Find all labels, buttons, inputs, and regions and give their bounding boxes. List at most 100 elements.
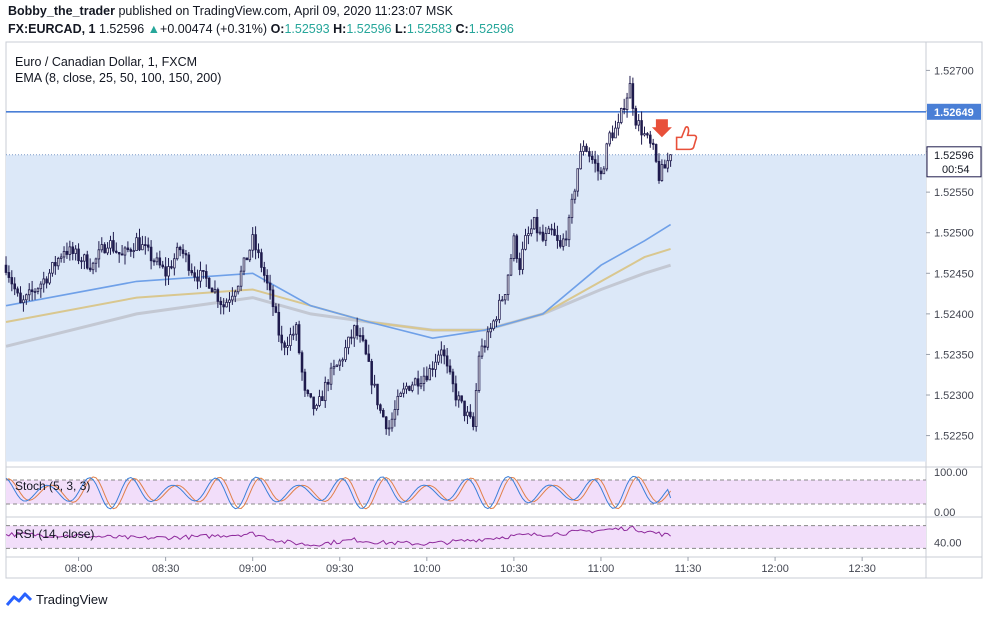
level-price-tag [927, 103, 981, 120]
candle-body [204, 271, 208, 279]
candle-body [425, 375, 429, 381]
candle-body [509, 258, 513, 276]
candle-body [419, 383, 423, 387]
candle-body [300, 352, 304, 373]
candle-body [248, 249, 252, 261]
chart-title: Euro / Canadian Dollar, 1, FXCM [15, 55, 197, 69]
candle-body [622, 108, 626, 111]
footer-brand[interactable]: TradingView [6, 591, 108, 607]
candle-body [175, 246, 179, 260]
candle-body [257, 249, 260, 254]
time-tick-label: 09:00 [239, 563, 267, 575]
candle-body [669, 154, 672, 162]
candle-body [370, 361, 373, 386]
candle-body [579, 151, 582, 170]
open-value: 1.52593 [284, 22, 330, 36]
candle-body [126, 247, 130, 251]
candle-body [45, 278, 48, 284]
candle-body [663, 164, 667, 169]
candle-body [463, 400, 466, 417]
candle-body [251, 234, 254, 251]
candle-body [617, 122, 620, 129]
candle-body [454, 383, 458, 401]
candle-body [332, 366, 336, 369]
down-arrow-icon [651, 119, 672, 138]
candle-body [431, 368, 434, 370]
candle-body [364, 339, 368, 355]
candle-body [422, 375, 426, 384]
candle-body [503, 294, 507, 301]
candle-body [129, 249, 133, 252]
candle-body [178, 246, 182, 251]
candle-countdown-label: 00:54 [942, 164, 970, 176]
candle-body [515, 235, 519, 259]
candle-body [489, 328, 492, 333]
candle-body [654, 144, 658, 162]
candle-body [39, 283, 43, 290]
candle-body [231, 295, 234, 301]
candle-body [318, 396, 321, 406]
candle-body [74, 248, 77, 254]
candle-body [477, 355, 481, 391]
candle-body [59, 256, 63, 259]
candle-body [590, 155, 594, 161]
candle-body [16, 288, 19, 294]
candle-body [97, 249, 101, 260]
candle-body [115, 250, 118, 253]
candle-body [254, 234, 257, 251]
candle-body [268, 282, 272, 291]
candle-body [10, 277, 14, 285]
candle-body [167, 266, 170, 277]
author-name[interactable]: Bobby_the_trader [8, 4, 115, 18]
candle-body [65, 250, 69, 255]
candle-body [466, 411, 469, 417]
candle-body [7, 272, 11, 278]
candle-body [474, 390, 478, 427]
candle-body [36, 288, 40, 292]
candle-body [27, 289, 31, 296]
candle-body [573, 190, 577, 200]
candle-body [193, 272, 196, 278]
candle-body [277, 311, 281, 336]
candle-body [416, 378, 420, 387]
stoch-label: Stoch (5, 3, 3) [15, 479, 90, 493]
candle-body [33, 290, 37, 293]
candle-body [25, 294, 28, 301]
current-price-label: 1.52596 [934, 150, 974, 162]
candle-body [54, 262, 57, 267]
candle-body [283, 342, 286, 348]
candle-body [640, 120, 643, 136]
rsi-tick-label: 40.00 [934, 538, 962, 550]
stoch-band [6, 480, 926, 504]
candle-body [303, 371, 307, 391]
candle-body [236, 285, 240, 293]
candle-body [4, 264, 8, 273]
candle-body [77, 248, 80, 262]
candle-body [117, 252, 121, 255]
candle-body [367, 353, 371, 362]
last-price: 1.52596 [99, 22, 145, 36]
current-price-tag [926, 146, 982, 178]
candle-body [405, 385, 408, 390]
time-tick-label: 10:30 [500, 563, 528, 575]
candle-body [471, 416, 475, 427]
candle-body [48, 272, 51, 284]
thumbs-up-icon [675, 126, 698, 151]
rsi-label: RSI (14, close) [15, 527, 94, 541]
low-value: 1.52583 [406, 22, 452, 36]
candle-body [399, 392, 402, 397]
candle-body [408, 385, 411, 391]
candle-body [445, 355, 449, 367]
candle-body [486, 331, 490, 348]
candle-body [358, 335, 362, 337]
candle-body [585, 145, 588, 152]
price-tick-label: 1.52700 [934, 65, 974, 77]
candles-group [4, 75, 672, 436]
candle-body [559, 240, 562, 247]
candle-body [544, 233, 548, 241]
ema-fast-line [5, 223, 672, 340]
candle-body [411, 384, 414, 391]
candle-body [199, 270, 202, 282]
candle-body [666, 160, 669, 169]
